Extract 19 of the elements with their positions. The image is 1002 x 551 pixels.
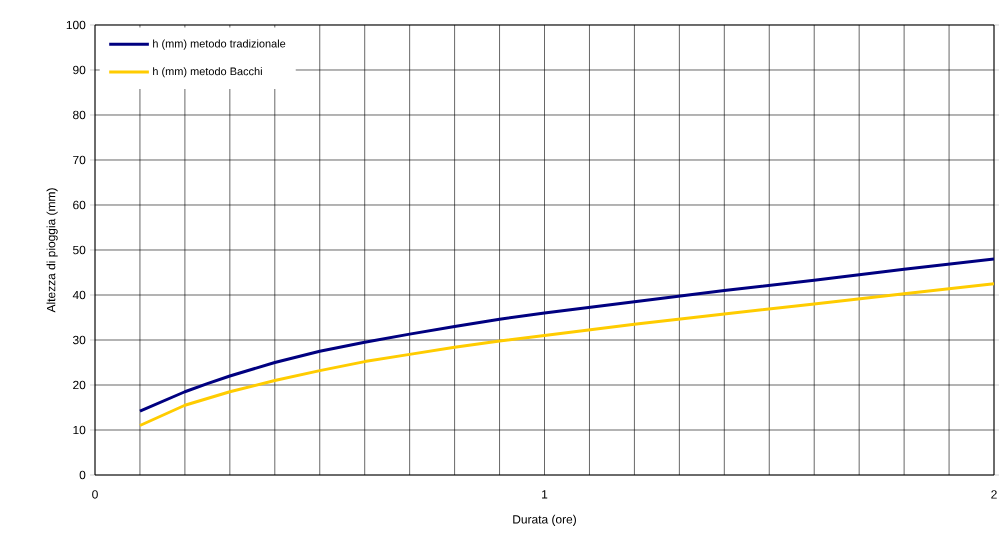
y-tick-label: 50 <box>73 245 86 255</box>
legend-label: h (mm) metodo Bacchi <box>153 67 262 78</box>
line-series <box>138 282 995 427</box>
y-tick-label: 10 <box>73 425 86 435</box>
x-tick-label: 2 <box>991 490 997 499</box>
y-tick-label: 90 <box>73 65 86 75</box>
y-tick-label: 60 <box>73 200 86 210</box>
y-tick-label: 20 <box>73 380 86 390</box>
x-tick-label: 1 <box>542 490 548 499</box>
x-axis-title: Durata (ore) <box>513 514 576 526</box>
y-tick-label: 70 <box>73 155 86 165</box>
legend-label: h (mm) metodo tradizionale <box>153 39 286 50</box>
y-tick-label: 30 <box>72 335 86 345</box>
y-tick-label: 80 <box>73 110 86 120</box>
y-tick-label: 40 <box>72 290 86 300</box>
x-tick-label: 0 <box>92 490 98 499</box>
y-axis-title: Altezza di pioggia (mm) <box>46 188 58 313</box>
y-tick-label: 100 <box>66 20 86 30</box>
y-tick-label: 0 <box>79 470 86 480</box>
